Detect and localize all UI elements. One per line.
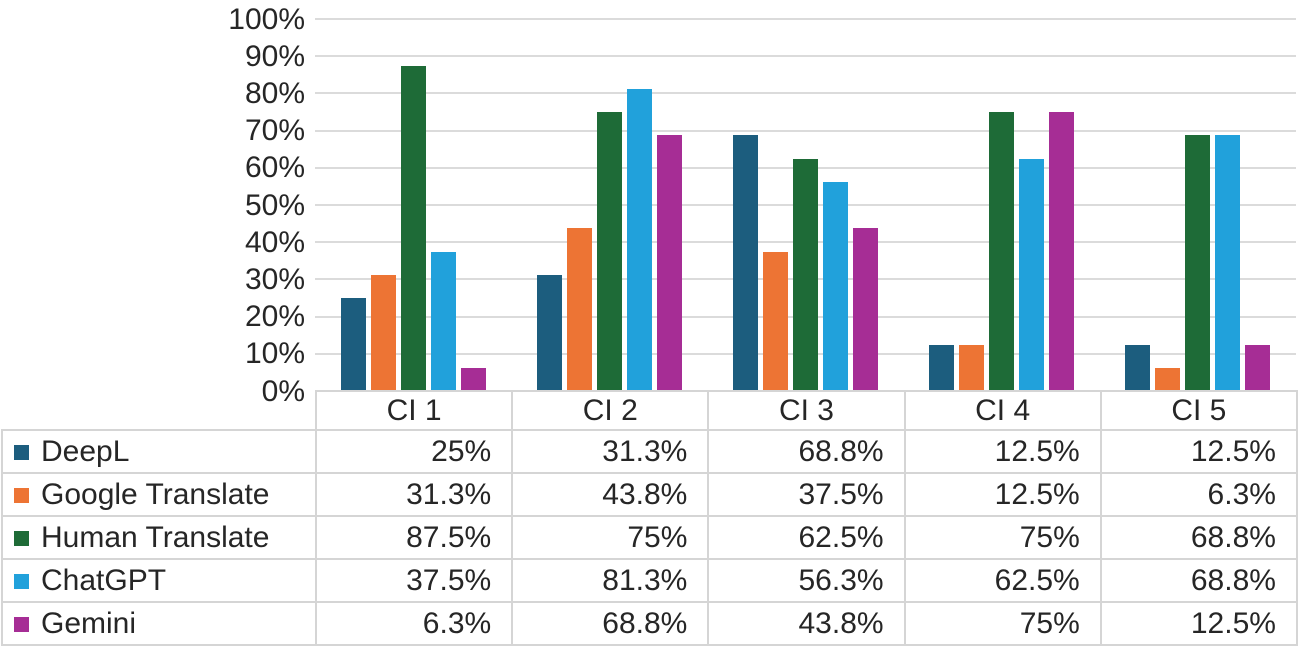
bar-chatgpt-ci-2 [626, 88, 652, 391]
value-cell: 75% [511, 515, 710, 560]
value-cell: 62.5% [707, 515, 906, 560]
value-cell: 68.8% [1099, 558, 1298, 603]
table-row: Google Translate 31.3% 43.8% 37.5% 12.5% 6.3% [1, 472, 1298, 517]
value-cell: 75% [903, 601, 1102, 646]
category-header-cell: CI 4 [903, 390, 1102, 431]
y-axis-tick-label: 0% [261, 374, 305, 408]
value-cell: 43.8% [511, 472, 710, 517]
gridline [315, 92, 1296, 95]
bar-human-translate-ci-4 [989, 112, 1015, 391]
value-cell: 25% [314, 429, 514, 474]
series-name: DeepL [41, 434, 130, 468]
gridline [315, 18, 1296, 20]
bar-human-translate-ci-1 [400, 65, 426, 391]
y-axis-tick-label: 30% [244, 262, 305, 296]
table-row: DeepL 25% 31.3% 68.8% 12.5% 12.5% [1, 429, 1298, 474]
bar-chatgpt-ci-4 [1019, 158, 1045, 391]
series-color-swatch-icon [14, 530, 29, 546]
table-row: ChatGPT 37.5% 81.3% 56.3% 62.5% 68.8% [1, 558, 1298, 603]
table-row: Gemini 6.3% 68.8% 43.8% 75% 12.5% [1, 601, 1298, 646]
bar-gemini-ci-5 [1245, 344, 1271, 391]
value-cell: 12.5% [903, 472, 1102, 517]
legend-cell: Gemini [1, 601, 317, 646]
y-axis-tick-label: 80% [244, 76, 305, 110]
category-header-cell: CI 1 [314, 390, 514, 431]
y-axis-tick-label: 70% [244, 114, 305, 148]
bar-google-translate-ci-1 [370, 274, 396, 391]
bar-gemini-ci-4 [1049, 112, 1075, 391]
bar-gemini-ci-1 [460, 367, 486, 391]
bar-chatgpt-ci-1 [430, 251, 456, 391]
table-corner-blank [2, 391, 316, 430]
series-name: Human Translate [41, 520, 270, 554]
value-cell: 75% [903, 515, 1102, 560]
value-cell: 62.5% [903, 558, 1102, 603]
legend-cell: Human Translate [1, 515, 317, 560]
series-name: Gemini [41, 606, 137, 640]
value-cell: 68.8% [511, 601, 710, 646]
series-name: Google Translate [41, 477, 270, 511]
bar-gemini-ci-2 [656, 135, 682, 391]
category-header-cell: CI 5 [1099, 390, 1298, 431]
value-cell: 87.5% [314, 515, 514, 560]
y-axis-tick-label: 20% [244, 300, 305, 334]
series-color-swatch-icon [14, 487, 29, 503]
value-cell: 37.5% [314, 558, 514, 603]
bar-google-translate-ci-3 [763, 251, 788, 391]
bar-google-translate-ci-2 [566, 228, 592, 391]
value-cell: 12.5% [1099, 429, 1298, 474]
bar-deepl-ci-4 [929, 344, 955, 391]
bar-deepl-ci-3 [733, 135, 758, 391]
value-cell: 81.3% [511, 558, 710, 603]
value-cell: 56.3% [707, 558, 906, 603]
value-cell: 43.8% [707, 601, 906, 646]
value-cell: 68.8% [707, 429, 906, 474]
bar-human-translate-ci-3 [793, 158, 818, 391]
value-cell: 12.5% [903, 429, 1102, 474]
y-axis-tick-label: 40% [244, 225, 305, 259]
category-header-cell: CI 2 [511, 390, 710, 431]
legend-cell: ChatGPT [1, 558, 317, 603]
bar-deepl-ci-1 [340, 298, 366, 391]
y-axis-tick-label: 50% [244, 188, 305, 222]
bar-human-translate-ci-5 [1185, 135, 1211, 391]
bar-gemini-ci-3 [853, 228, 878, 391]
series-color-swatch-icon [14, 573, 29, 589]
y-axis-tick-label: 60% [244, 151, 305, 185]
bar-google-translate-ci-4 [959, 344, 985, 391]
bar-deepl-ci-2 [536, 274, 562, 391]
value-cell: 68.8% [1099, 515, 1298, 560]
legend-cell: Google Translate [1, 472, 317, 517]
bar-human-translate-ci-2 [596, 112, 622, 391]
value-cell: 37.5% [707, 472, 906, 517]
legend-cell: DeepL [1, 429, 317, 474]
category-header-cell: CI 3 [707, 390, 906, 431]
bar-chatgpt-ci-3 [823, 181, 848, 391]
data-table: CI 1 CI 2 CI 3 CI 4 CI 5 DeepL 25% 31.3% 68.8% 12… [1, 390, 1298, 646]
value-cell: 6.3% [314, 601, 514, 646]
value-cell: 12.5% [1099, 601, 1298, 646]
y-axis-tick-label: 100% [228, 2, 305, 36]
y-axis-tick-label: 10% [244, 337, 305, 371]
series-name: ChatGPT [41, 563, 167, 597]
gridline [315, 55, 1296, 58]
value-cell: 6.3% [1099, 472, 1298, 517]
table-row: Human Translate 87.5% 75% 62.5% 75% 68.8% [1, 515, 1298, 560]
series-color-swatch-icon [14, 616, 29, 632]
table-header-row: CI 1 CI 2 CI 3 CI 4 CI 5 [2, 390, 1298, 431]
bar-deepl-ci-5 [1125, 344, 1151, 391]
series-color-swatch-icon [14, 444, 29, 460]
gridline [315, 129, 1296, 132]
value-cell: 31.3% [314, 472, 514, 517]
value-cell: 31.3% [511, 429, 710, 474]
bar-google-translate-ci-5 [1155, 367, 1181, 391]
y-axis-tick-label: 90% [244, 39, 305, 73]
bar-chatgpt-ci-5 [1215, 135, 1241, 391]
